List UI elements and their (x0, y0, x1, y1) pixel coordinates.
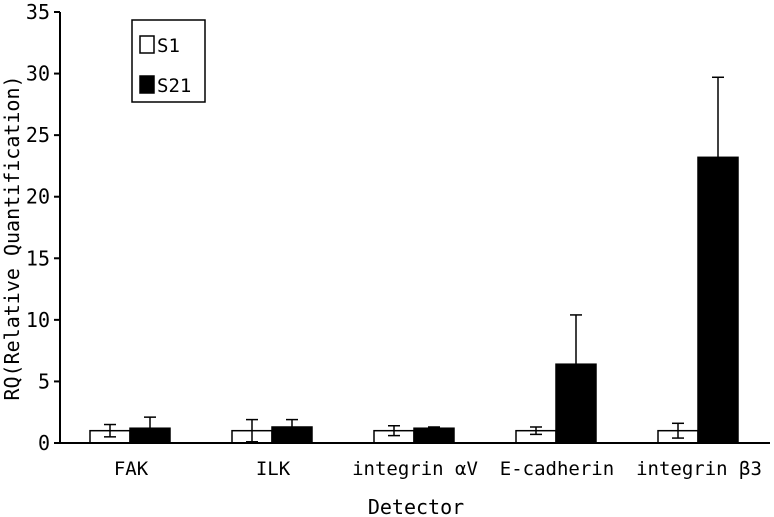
y-axis-title: RQ(Relative Quantification) (0, 75, 24, 400)
y-tick-label-25: 25 (26, 123, 50, 147)
y-tick-label-5: 5 (38, 369, 50, 393)
bars-layer (89, 156, 739, 444)
bar-S21-4 (697, 156, 739, 444)
legend-swatch-s21 (139, 75, 155, 94)
bar-S21-1 (271, 426, 313, 444)
y-tick-label-20: 20 (26, 185, 50, 209)
y-tick-label-0: 0 (38, 431, 50, 455)
y-axis: 0 5 10 15 20 25 30 35 (26, 0, 61, 455)
x-tick-label-2: integrin αV (352, 458, 478, 480)
y-tick-label-15: 15 (26, 246, 50, 270)
y-tick-label-10: 10 (26, 308, 50, 332)
x-axis-title: Detector (368, 495, 464, 517)
y-tick-label-30: 30 (26, 62, 50, 86)
x-axis: FAK ILK integrin αV E-cadherin integrin β3 (60, 442, 770, 480)
bar-S21-3 (555, 363, 597, 444)
x-tick-label-4: integrin β3 (636, 458, 762, 480)
legend-label-s1: S1 (157, 35, 180, 57)
legend-swatch-s1 (139, 35, 155, 54)
bar-S21-0 (129, 427, 171, 444)
x-tick-label-0: FAK (114, 458, 149, 480)
x-tick-label-1: ILK (256, 458, 291, 480)
y-tick-label-35: 35 (26, 0, 50, 24)
error-bars-layer (104, 76, 724, 443)
x-tick-label-3: E-cadherin (500, 458, 614, 480)
legend: S1 S21 (131, 19, 206, 103)
bar-S21-2 (413, 427, 455, 444)
legend-label-s21: S21 (157, 75, 191, 97)
